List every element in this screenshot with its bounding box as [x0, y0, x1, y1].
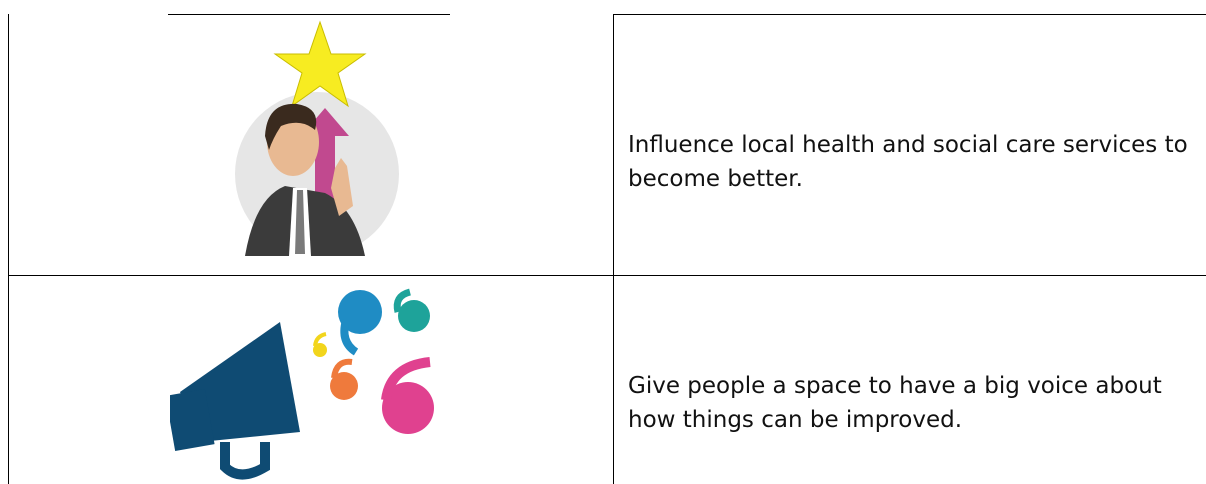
column-divider	[613, 14, 614, 484]
top-border	[168, 14, 450, 15]
influence-illustration	[235, 20, 399, 256]
row-text: Influence local health and social care s…	[628, 132, 1188, 192]
top-border	[613, 14, 1206, 15]
row-divider	[8, 275, 1206, 276]
left-border	[8, 14, 9, 484]
megaphone-illustration	[170, 288, 434, 480]
row-text: Give people a space to have a big voice …	[628, 373, 1162, 433]
